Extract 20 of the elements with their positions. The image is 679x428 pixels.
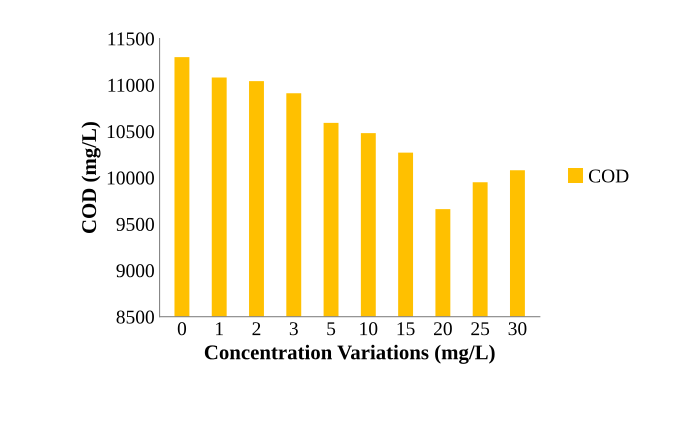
legend-label: COD (588, 169, 628, 183)
y-tick-label: 10000 (108, 171, 154, 185)
x-axis-title: Concentration Variations (mg/L) (204, 344, 495, 364)
x-tick-label: 1 (216, 322, 223, 336)
x-tick-label: 5 (327, 322, 336, 336)
x-tick-label: 3 (290, 322, 298, 336)
x-tick-label: 15 (398, 322, 415, 336)
x-tick-label: 0 (178, 322, 186, 336)
y-tick-label: 9500 (116, 218, 154, 231)
y-axis-title: COD (mg/L) (81, 122, 101, 234)
y-tick-label: 11000 (108, 78, 154, 92)
x-tick-label: 30 (508, 322, 526, 336)
x-tick-label: 2 (252, 322, 260, 336)
y-tick-label: 9000 (116, 264, 154, 278)
x-tick-label: 25 (471, 322, 490, 336)
y-tick-label: 8500 (116, 310, 154, 324)
y-tick-label: 11500 (108, 32, 154, 46)
x-tick-label: 10 (360, 322, 378, 336)
x-tick-label: 20 (434, 322, 452, 336)
y-tick-label: 10500 (108, 125, 154, 138)
